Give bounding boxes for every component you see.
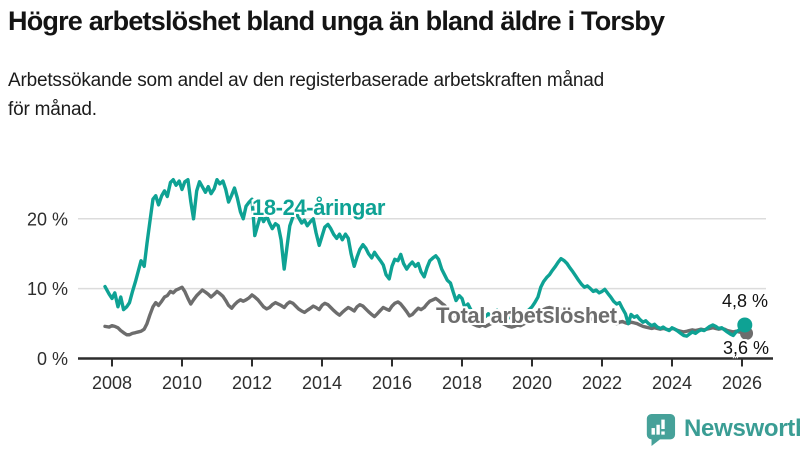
- chart-subtitle: Arbetssökande som andel av den registerb…: [8, 66, 768, 124]
- series-line-youth: [103, 177, 747, 338]
- x-axis-tick-label: 2018: [442, 373, 482, 393]
- end-value-youth: 4,8 %: [721, 291, 768, 311]
- newsworthy-badge-icon: [646, 413, 676, 446]
- end-value-total: 3,6 %: [722, 338, 769, 358]
- x-axis-tick-label: 2008: [92, 373, 132, 393]
- series-label-total: Total arbetslöshet: [436, 303, 617, 328]
- end-dot-youth: [737, 317, 753, 333]
- x-axis-tick-label: 2024: [652, 373, 692, 393]
- series-line-total: [103, 285, 749, 337]
- subtitle-line-1: Arbetssökande som andel av den registerb…: [8, 70, 605, 91]
- y-axis-tick-label: 0 %: [37, 349, 68, 369]
- x-axis-tick-label: 2010: [162, 373, 202, 393]
- series-label-youth: 18-24-åringar: [252, 195, 385, 220]
- x-axis-tick-label: 2020: [512, 373, 552, 393]
- x-axis-tick-label: 2016: [372, 373, 412, 393]
- newsworthy-wordmark: Newsworthy: [684, 415, 800, 442]
- x-axis-tick-label: 2014: [302, 373, 342, 393]
- x-axis-tick-label: 2012: [232, 373, 272, 393]
- y-axis-tick-label: 20 %: [27, 209, 68, 229]
- x-axis-tick-label: 2026: [722, 373, 762, 393]
- subtitle-line-2: för månad.: [8, 99, 97, 120]
- y-axis-tick-label: 10 %: [27, 279, 68, 299]
- page-title: Högre arbetslöshet bland unga än bland ä…: [8, 6, 665, 36]
- newsworthy-logo: Newsworthy: [644, 412, 800, 446]
- x-axis-tick-label: 2022: [582, 373, 622, 393]
